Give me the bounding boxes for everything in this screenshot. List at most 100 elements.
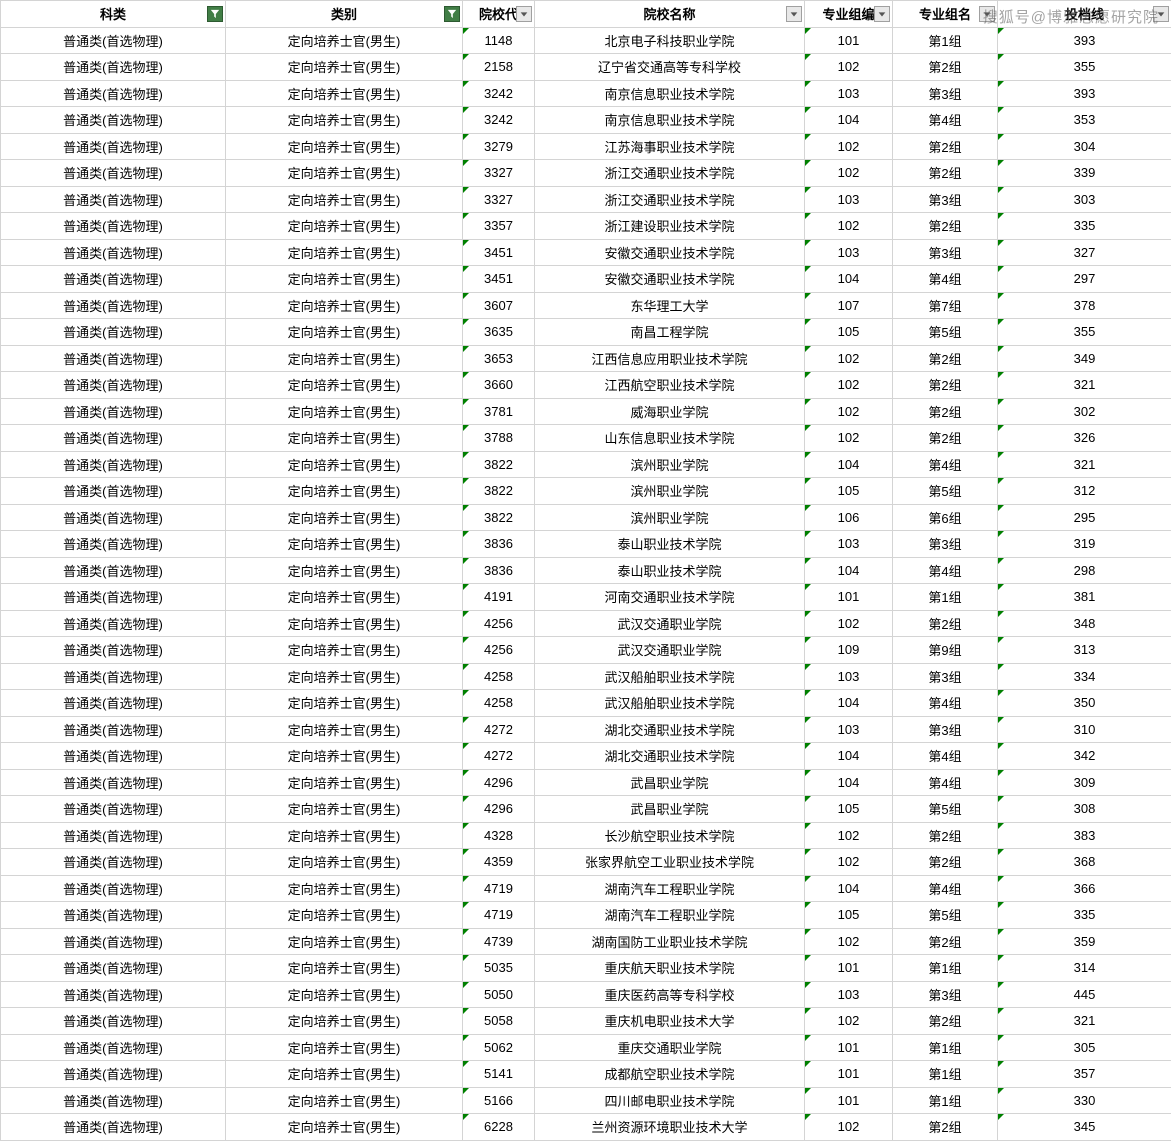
table-cell: 335 [998,213,1171,240]
table-row: 普通类(首选物理)定向培养士官(男生)4296武昌职业学院105第5组308 [1,796,1171,823]
table-cell: 4719 [463,875,535,902]
table-cell: 4296 [463,769,535,796]
table-cell: 4272 [463,716,535,743]
table-cell: 第3组 [893,80,998,107]
table-cell: 第2组 [893,610,998,637]
table-cell: 第2组 [893,822,998,849]
table-cell: 泰山职业技术学院 [535,531,805,558]
table-row: 普通类(首选物理)定向培养士官(男生)4272湖北交通职业技术学院104第4组3… [1,743,1171,770]
table-cell: 103 [805,663,893,690]
table-cell: 定向培养士官(男生) [226,822,463,849]
table-row: 普通类(首选物理)定向培养士官(男生)3635南昌工程学院105第5组355 [1,319,1171,346]
table-cell: 310 [998,716,1171,743]
column-header: 专业组名 [893,1,998,28]
table-cell: 326 [998,425,1171,452]
table-cell: 四川邮电职业技术学院 [535,1087,805,1114]
table-cell: 普通类(首选物理) [1,239,226,266]
table-cell: 第1组 [893,1061,998,1088]
table-cell: 普通类(首选物理) [1,610,226,637]
table-cell: 定向培养士官(男生) [226,398,463,425]
filter-dropdown-icon[interactable] [516,6,532,22]
table-cell: 定向培养士官(男生) [226,955,463,982]
table-cell: 330 [998,1087,1171,1114]
table-row: 普通类(首选物理)定向培养士官(男生)4359张家界航空工业职业技术学院102第… [1,849,1171,876]
table-cell: 4272 [463,743,535,770]
table-cell: 普通类(首选物理) [1,133,226,160]
table-cell: 浙江交通职业技术学院 [535,160,805,187]
table-cell: 102 [805,54,893,81]
table-cell: 第4组 [893,875,998,902]
table-cell: 普通类(首选物理) [1,743,226,770]
table-cell: 第3组 [893,663,998,690]
table-cell: 102 [805,928,893,955]
column-header-label: 科类 [100,7,126,22]
table-row: 普通类(首选物理)定向培养士官(男生)4328长沙航空职业技术学院102第2组3… [1,822,1171,849]
table-cell: 重庆医药高等专科学校 [535,981,805,1008]
table-cell: 定向培养士官(男生) [226,875,463,902]
filter-dropdown-icon[interactable] [1153,6,1169,22]
table-cell: 第2组 [893,213,998,240]
filter-dropdown-icon[interactable] [786,6,802,22]
table-header-row: 科类类别院校代院校名称专业组编专业组名投档线 [1,1,1171,28]
table-cell: 349 [998,345,1171,372]
table-cell: 第3组 [893,716,998,743]
table-cell: 321 [998,1008,1171,1035]
table-cell: 303 [998,186,1171,213]
table-cell: 350 [998,690,1171,717]
table-cell: 定向培养士官(男生) [226,1061,463,1088]
table-cell: 342 [998,743,1171,770]
table-cell: 4739 [463,928,535,955]
table-cell: 103 [805,716,893,743]
table-cell: 4359 [463,849,535,876]
table-cell: 兰州资源环境职业技术大学 [535,1114,805,1141]
table-cell: 3822 [463,451,535,478]
table-cell: 定向培养士官(男生) [226,849,463,876]
table-cell: 普通类(首选物理) [1,504,226,531]
table-cell: 3788 [463,425,535,452]
table-row: 普通类(首选物理)定向培养士官(男生)4296武昌职业学院104第4组309 [1,769,1171,796]
column-header: 专业组编 [805,1,893,28]
table-cell: 312 [998,478,1171,505]
table-cell: 普通类(首选物理) [1,160,226,187]
table-cell: 327 [998,239,1171,266]
table-cell: 第3组 [893,531,998,558]
table-cell: 定向培养士官(男生) [226,981,463,1008]
table-cell: 3242 [463,107,535,134]
table-cell: 314 [998,955,1171,982]
filter-active-icon[interactable] [207,6,223,22]
table-cell: 定向培养士官(男生) [226,743,463,770]
column-header-label: 类别 [331,7,357,22]
column-header: 投档线 [998,1,1171,28]
table-cell: 3653 [463,345,535,372]
table-cell: 359 [998,928,1171,955]
table-cell: 普通类(首选物理) [1,398,226,425]
table-cell: 第1组 [893,1087,998,1114]
table-cell: 定向培养士官(男生) [226,928,463,955]
table-cell: 第5组 [893,319,998,346]
table-cell: 3357 [463,213,535,240]
table-cell: 威海职业学院 [535,398,805,425]
table-cell: 北京电子科技职业学院 [535,27,805,54]
filter-active-icon[interactable] [444,6,460,22]
table-cell: 湖南国防工业职业技术学院 [535,928,805,955]
table-row: 普通类(首选物理)定向培养士官(男生)4258武汉船舶职业技术学院103第3组3… [1,663,1171,690]
filter-dropdown-icon[interactable] [979,6,995,22]
table-cell: 4719 [463,902,535,929]
table-cell: 5050 [463,981,535,1008]
table-cell: 3822 [463,478,535,505]
table-cell: 335 [998,902,1171,929]
table-cell: 定向培养士官(男生) [226,1087,463,1114]
table-cell: 湖南汽车工程职业学院 [535,875,805,902]
table-row: 普通类(首选物理)定向培养士官(男生)4272湖北交通职业技术学院103第3组3… [1,716,1171,743]
table-cell: 304 [998,133,1171,160]
column-header: 院校名称 [535,1,805,28]
table-cell: 345 [998,1114,1171,1141]
table-row: 普通类(首选物理)定向培养士官(男生)3451安徽交通职业技术学院104第4组2… [1,266,1171,293]
table-cell: 297 [998,266,1171,293]
table-cell: 普通类(首选物理) [1,266,226,293]
table-cell: 103 [805,186,893,213]
table-row: 普通类(首选物理)定向培养士官(男生)2158辽宁省交通高等专科学校102第2组… [1,54,1171,81]
table-cell: 321 [998,372,1171,399]
table-cell: 102 [805,133,893,160]
filter-dropdown-icon[interactable] [874,6,890,22]
